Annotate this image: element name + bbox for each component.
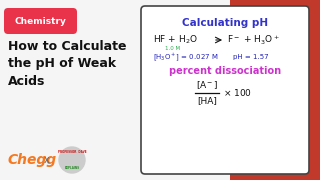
- Text: pH = 1.57: pH = 1.57: [233, 54, 268, 60]
- Text: EXPLAINS: EXPLAINS: [64, 166, 80, 170]
- Text: percent dissociation: percent dissociation: [169, 66, 281, 76]
- Text: Calculating pH: Calculating pH: [182, 18, 268, 28]
- Text: How to Calculate
the pH of Weak
Acids: How to Calculate the pH of Weak Acids: [8, 40, 126, 88]
- Text: Chemistry: Chemistry: [15, 17, 67, 26]
- FancyBboxPatch shape: [4, 8, 77, 34]
- Text: HF + H$_2$O: HF + H$_2$O: [153, 34, 198, 46]
- Text: [A$^-$]: [A$^-$]: [196, 79, 218, 91]
- Polygon shape: [230, 0, 320, 180]
- Text: [H$_3$O$^+$] = 0.027 M: [H$_3$O$^+$] = 0.027 M: [153, 51, 219, 63]
- FancyBboxPatch shape: [141, 6, 309, 174]
- Text: [HA]: [HA]: [197, 96, 217, 105]
- Text: PROFESSOR  DAVE: PROFESSOR DAVE: [58, 150, 86, 154]
- Text: x: x: [44, 155, 50, 165]
- Circle shape: [59, 147, 85, 173]
- Text: 1.0 M: 1.0 M: [165, 46, 180, 51]
- Text: F$^-$ + H$_3$O$^+$: F$^-$ + H$_3$O$^+$: [227, 33, 280, 47]
- Text: $\times$ 100: $\times$ 100: [223, 87, 252, 98]
- Polygon shape: [0, 0, 230, 180]
- Text: Chegg: Chegg: [8, 153, 57, 167]
